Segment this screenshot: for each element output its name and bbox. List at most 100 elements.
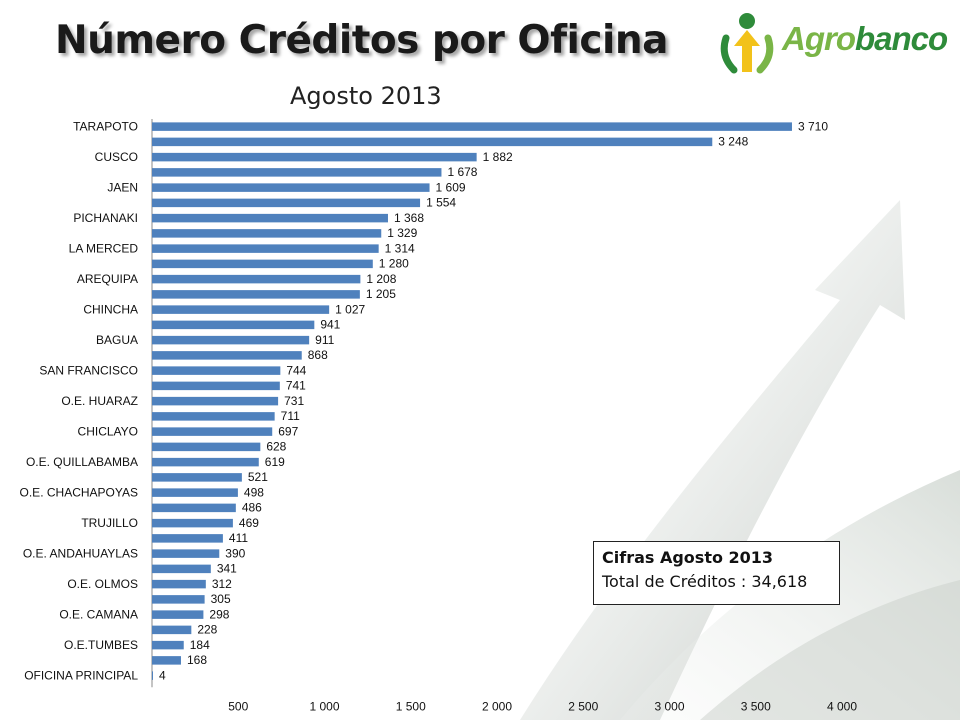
- bar-value-label: 469: [239, 516, 259, 530]
- summary-total: Total de Créditos : 34,618: [602, 572, 808, 591]
- bar: [152, 244, 379, 253]
- summary-title: Cifras Agosto 2013: [602, 548, 774, 567]
- bar: [152, 213, 388, 223]
- bar-value-label: 1 205: [366, 287, 396, 301]
- bar: [152, 396, 279, 406]
- category-label: O.E. CHACHAPOYAS: [20, 485, 138, 499]
- bar-value-label: 1 208: [366, 272, 396, 286]
- bar: [152, 473, 242, 482]
- category-label: O.E. CAMANA: [59, 607, 138, 621]
- bar: [152, 457, 259, 467]
- bar-value-label: 711: [281, 409, 300, 423]
- bar: [152, 656, 181, 665]
- page-subtitle: Agosto 2013: [290, 82, 442, 110]
- bar: [152, 671, 153, 680]
- agrobanco-emblem-icon: [720, 13, 774, 74]
- bar: [152, 579, 206, 589]
- bar-value-label: 741: [286, 379, 306, 393]
- bar-value-label: 911: [315, 333, 334, 347]
- bar: [152, 259, 373, 269]
- category-label: PICHANAKI: [73, 211, 138, 225]
- bar: [152, 442, 261, 452]
- category-label: O.E. OLMOS: [67, 577, 138, 591]
- bar: [152, 168, 442, 177]
- bar-value-label: 1 329: [387, 226, 417, 240]
- category-label: CHICLAYO: [78, 424, 138, 438]
- bar: [152, 351, 302, 360]
- bar-value-label: 697: [278, 424, 298, 438]
- bar: [152, 503, 236, 513]
- x-tick-label: 2 500: [568, 699, 598, 713]
- bar: [152, 366, 281, 375]
- bar: [152, 595, 205, 604]
- x-tick-label: 3 000: [654, 699, 684, 713]
- bar-value-label: 312: [212, 577, 232, 591]
- bar: [152, 274, 361, 284]
- bar: [152, 137, 713, 147]
- bar: [152, 488, 238, 497]
- bar-value-label: 228: [197, 623, 217, 637]
- bar: [152, 198, 421, 208]
- category-label: O.E. QUILLABAMBA: [26, 455, 138, 469]
- bar: [152, 534, 223, 543]
- category-label: BAGUA: [96, 333, 138, 347]
- bar-value-label: 498: [244, 485, 264, 499]
- category-label: OFICINA PRINCIPAL: [24, 668, 138, 682]
- bar-value-label: 298: [209, 607, 229, 621]
- bar: [152, 320, 315, 330]
- bar-value-label: 1 554: [426, 196, 456, 210]
- bar-value-label: 731: [284, 394, 304, 408]
- bar: [152, 229, 382, 238]
- category-label: O.E. HUARAZ: [61, 394, 138, 408]
- page-title: Número Créditos por Oficina: [55, 18, 669, 63]
- logo-text: Agrobanco: [782, 20, 948, 57]
- category-label: O.E. ANDAHUAYLAS: [23, 546, 138, 560]
- category-label: CUSCO: [95, 150, 138, 164]
- bar: [152, 122, 792, 131]
- x-tick-label: 500: [228, 699, 248, 713]
- category-label: TARAPOTO: [73, 119, 138, 133]
- bar-value-label: 305: [211, 592, 231, 606]
- category-label: CHINCHA: [83, 302, 138, 316]
- bar: [152, 610, 204, 619]
- bar: [152, 564, 211, 574]
- x-tick-label: 1 000: [309, 699, 339, 713]
- bar-value-label: 4: [159, 668, 166, 682]
- bar-value-label: 1 678: [447, 165, 477, 179]
- bar-value-label: 168: [187, 653, 207, 667]
- bar-value-label: 1 314: [385, 241, 415, 255]
- bar-value-label: 390: [225, 546, 245, 560]
- bar: [152, 427, 273, 436]
- bar: [152, 625, 192, 635]
- bar-value-label: 3 248: [718, 135, 748, 149]
- bar-value-label: 941: [320, 318, 340, 332]
- x-tick-label: 3 500: [741, 699, 771, 713]
- category-label: JAEN: [107, 180, 138, 194]
- bar-value-label: 341: [217, 562, 237, 576]
- agrobanco-logo: Agrobanco: [716, 8, 948, 76]
- bar: [152, 640, 184, 650]
- bar: [152, 305, 330, 314]
- bar: [152, 335, 310, 345]
- bar: [152, 183, 430, 192]
- bar-value-label: 1 027: [335, 302, 365, 316]
- bar-value-label: 1 280: [379, 257, 409, 271]
- category-label: LA MERCED: [69, 241, 139, 255]
- bar-value-label: 1 882: [483, 150, 513, 164]
- bar-value-label: 1 609: [436, 180, 466, 194]
- bar-value-label: 1 368: [394, 211, 424, 225]
- bar-value-label: 744: [286, 363, 306, 377]
- x-tick-label: 4 000: [827, 699, 857, 713]
- bar-value-label: 521: [248, 470, 268, 484]
- category-label: AREQUIPA: [77, 272, 138, 286]
- summary-box: Cifras Agosto 2013 Total de Créditos : 3…: [593, 541, 840, 605]
- category-label: TRUJILLO: [81, 516, 138, 530]
- bar-value-label: 184: [190, 638, 210, 652]
- bar-value-label: 628: [266, 440, 286, 454]
- bar: [152, 518, 233, 528]
- bar-value-label: 868: [308, 348, 328, 362]
- bar-value-label: 411: [229, 531, 248, 545]
- category-label: O.E.TUMBES: [64, 638, 138, 652]
- category-label: SAN FRANCISCO: [39, 363, 138, 377]
